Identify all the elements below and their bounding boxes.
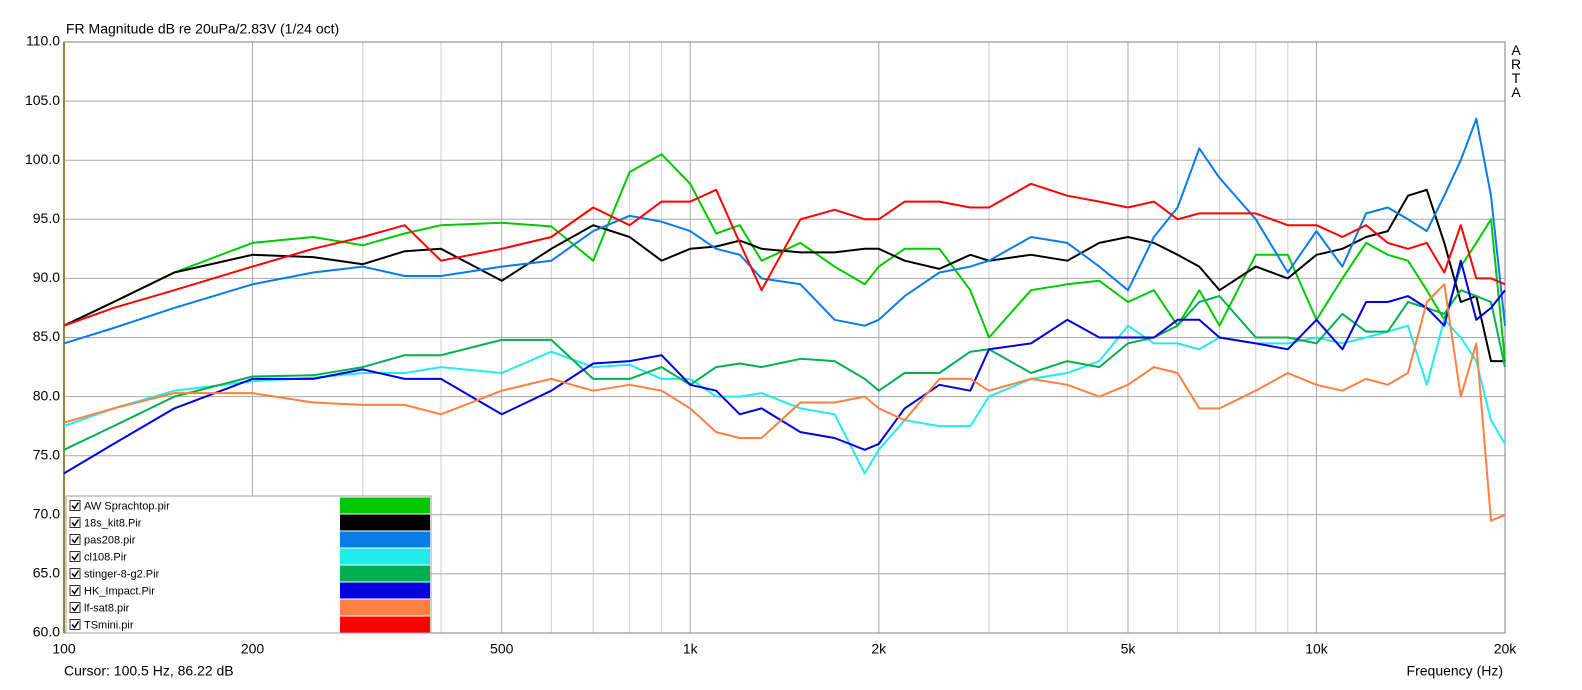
y-tick-label: 70.0 xyxy=(33,506,60,522)
legend-checkbox xyxy=(69,585,81,596)
legend-label: AW Sprachtop.pir xyxy=(84,500,170,512)
x-tick-label: 10k xyxy=(1305,641,1329,657)
y-tick-label: 100.0 xyxy=(25,151,60,167)
x-tick-label: 1k xyxy=(683,641,699,657)
legend-label: TSmini.pir xyxy=(84,619,134,631)
legend-label: cl108.Pir xyxy=(84,551,127,563)
series-line xyxy=(63,188,1505,363)
legend-checkbox xyxy=(69,551,81,562)
cursor-readout: Cursor: 100.5 Hz, 86.22 dB xyxy=(64,663,234,679)
legend-swatch xyxy=(340,582,430,599)
x-axis-label: Frequency (Hz) xyxy=(1407,663,1503,679)
legend-label: pas208.pir xyxy=(84,534,136,546)
chart-title: FR Magnitude dB re 20uPa/2.83V (1/24 oct… xyxy=(66,21,339,37)
x-tick-label: 20k xyxy=(1494,641,1518,657)
legend-swatch xyxy=(340,531,430,548)
series-line xyxy=(63,318,1506,475)
legend-checkbox xyxy=(69,534,81,545)
legend-check xyxy=(71,604,80,612)
legend-swatch xyxy=(340,616,430,633)
y-tick-label: 85.0 xyxy=(33,328,60,344)
legend-check xyxy=(71,553,80,561)
y-tick-label: 65.0 xyxy=(33,565,60,581)
x-tick-label: 5k xyxy=(1121,641,1137,657)
legend-swatch xyxy=(340,548,430,565)
watermark: ARTA xyxy=(1508,42,1524,98)
legend: AW Sprachtop.pir 18s_kit8.Pir pas208.pir cl… xyxy=(65,495,432,634)
y-tick-label: 80.0 xyxy=(33,387,60,403)
legend-check xyxy=(71,536,80,544)
legend-check xyxy=(71,621,80,629)
series-line xyxy=(63,259,1506,475)
y-tick-label: 110.0 xyxy=(26,33,60,49)
legend-checkbox xyxy=(69,517,81,528)
x-tick-label: 500 xyxy=(490,641,514,657)
y-tick-label: 75.0 xyxy=(33,446,60,462)
legend-label: 18s_kit8.Pir xyxy=(84,517,142,529)
y-tick-label: 90.0 xyxy=(33,269,60,285)
series-line xyxy=(63,182,1506,327)
legend-swatch xyxy=(340,514,430,531)
legend-check xyxy=(71,570,80,578)
series-line xyxy=(63,117,1506,345)
legend-swatch xyxy=(340,599,430,616)
legend-check xyxy=(71,587,80,595)
y-tick-label: 95.0 xyxy=(33,210,60,226)
legend-label: HK_Impact.Pir xyxy=(84,585,155,597)
legend-label: lf-sat8.pir xyxy=(84,602,130,614)
legend-check xyxy=(71,502,80,510)
legend-checkbox xyxy=(69,619,81,630)
y-tick-label: 60.0 xyxy=(33,624,60,640)
legend-checkbox xyxy=(69,602,81,613)
x-tick-label: 100 xyxy=(52,641,76,657)
y-tick-label: 105.0 xyxy=(25,92,60,108)
x-tick-label: 200 xyxy=(241,641,265,657)
x-tick-label: 2k xyxy=(871,641,887,657)
legend-label: stinger-8-g2.Pir xyxy=(84,568,160,580)
legend-swatch xyxy=(340,565,430,582)
legend-swatch xyxy=(340,497,430,514)
legend-check xyxy=(71,519,80,527)
legend-checkbox xyxy=(69,568,81,579)
series-line xyxy=(63,283,1506,522)
legend-checkbox xyxy=(69,500,81,511)
series-line xyxy=(63,289,1506,451)
